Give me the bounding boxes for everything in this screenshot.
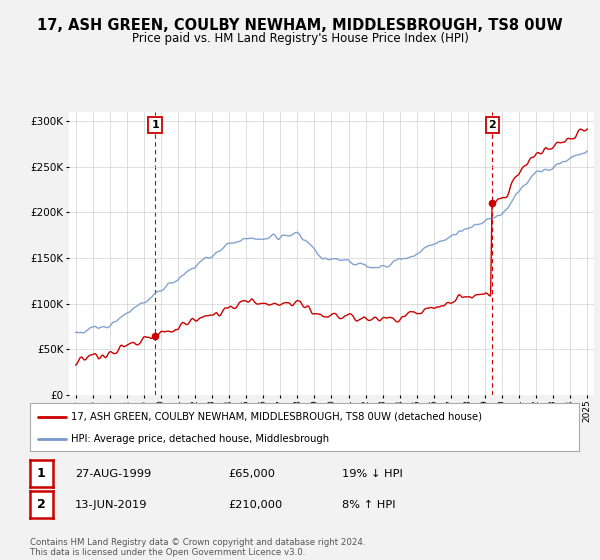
Text: £65,000: £65,000 xyxy=(228,469,275,479)
Text: £210,000: £210,000 xyxy=(228,500,282,510)
Text: 17, ASH GREEN, COULBY NEWHAM, MIDDLESBROUGH, TS8 0UW (detached house): 17, ASH GREEN, COULBY NEWHAM, MIDDLESBRO… xyxy=(71,412,482,422)
Text: HPI: Average price, detached house, Middlesbrough: HPI: Average price, detached house, Midd… xyxy=(71,434,329,444)
Text: 1: 1 xyxy=(151,120,159,130)
Text: 17, ASH GREEN, COULBY NEWHAM, MIDDLESBROUGH, TS8 0UW: 17, ASH GREEN, COULBY NEWHAM, MIDDLESBRO… xyxy=(37,18,563,33)
Text: 8% ↑ HPI: 8% ↑ HPI xyxy=(342,500,395,510)
Text: Contains HM Land Registry data © Crown copyright and database right 2024.
This d: Contains HM Land Registry data © Crown c… xyxy=(30,538,365,557)
Text: 13-JUN-2019: 13-JUN-2019 xyxy=(75,500,148,510)
Text: 27-AUG-1999: 27-AUG-1999 xyxy=(75,469,151,479)
Text: 1: 1 xyxy=(37,467,46,480)
Text: 2: 2 xyxy=(37,498,46,511)
Text: 2: 2 xyxy=(488,120,496,130)
Text: Price paid vs. HM Land Registry's House Price Index (HPI): Price paid vs. HM Land Registry's House … xyxy=(131,32,469,45)
Text: 19% ↓ HPI: 19% ↓ HPI xyxy=(342,469,403,479)
